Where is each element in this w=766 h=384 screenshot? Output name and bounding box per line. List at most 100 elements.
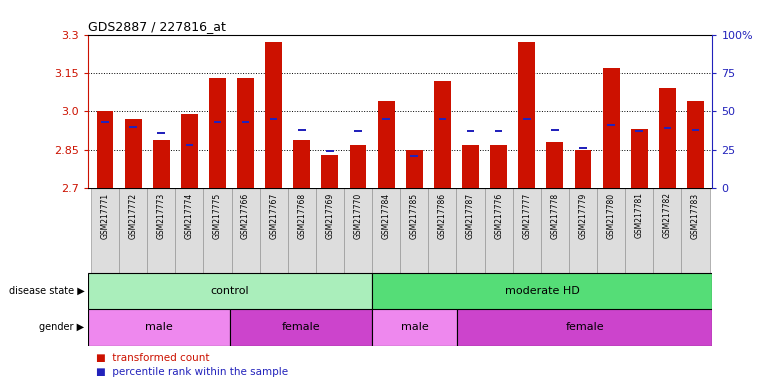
- Bar: [495, 130, 502, 132]
- Bar: [298, 129, 306, 131]
- Bar: [625, 188, 653, 273]
- Bar: [663, 127, 671, 129]
- Bar: [687, 101, 704, 188]
- Bar: [372, 188, 400, 273]
- Text: GSM217779: GSM217779: [578, 192, 588, 238]
- Bar: [288, 188, 316, 273]
- Bar: [316, 188, 344, 273]
- Text: GSM217785: GSM217785: [410, 192, 419, 238]
- Text: male: male: [146, 322, 173, 333]
- Bar: [270, 118, 277, 120]
- Text: GSM217767: GSM217767: [269, 192, 278, 238]
- Bar: [265, 42, 282, 188]
- Text: GSM217775: GSM217775: [213, 192, 222, 238]
- Bar: [428, 188, 457, 273]
- Text: GSM217777: GSM217777: [522, 192, 532, 238]
- Text: control: control: [211, 286, 249, 296]
- Text: GSM217770: GSM217770: [354, 192, 362, 238]
- Bar: [378, 101, 394, 188]
- Text: GSM217783: GSM217783: [691, 192, 700, 238]
- Bar: [242, 121, 250, 123]
- Bar: [204, 188, 231, 273]
- Bar: [462, 145, 479, 188]
- Text: GSM217781: GSM217781: [635, 192, 643, 238]
- Bar: [209, 78, 226, 188]
- Bar: [119, 188, 147, 273]
- Bar: [406, 150, 423, 188]
- Bar: [88, 309, 230, 346]
- Bar: [181, 114, 198, 188]
- Text: GSM217769: GSM217769: [326, 192, 335, 238]
- Bar: [574, 150, 591, 188]
- Bar: [326, 150, 334, 152]
- Bar: [382, 118, 390, 120]
- Bar: [231, 188, 260, 273]
- Bar: [260, 188, 288, 273]
- Bar: [88, 273, 372, 309]
- Bar: [597, 188, 625, 273]
- Text: GSM217787: GSM217787: [466, 192, 475, 238]
- Text: gender ▶: gender ▶: [39, 322, 84, 333]
- Text: GSM217766: GSM217766: [241, 192, 250, 238]
- Bar: [400, 188, 428, 273]
- Bar: [214, 121, 221, 123]
- Bar: [603, 68, 620, 188]
- Text: GSM217772: GSM217772: [129, 192, 138, 238]
- Bar: [129, 126, 137, 128]
- Bar: [631, 129, 648, 188]
- Text: GSM217782: GSM217782: [663, 192, 672, 238]
- Bar: [157, 132, 165, 134]
- Bar: [372, 309, 457, 346]
- Text: GSM217771: GSM217771: [100, 192, 110, 238]
- Bar: [546, 142, 563, 188]
- Bar: [152, 139, 169, 188]
- Bar: [175, 188, 204, 273]
- Text: GSM217774: GSM217774: [185, 192, 194, 238]
- Bar: [237, 78, 254, 188]
- Text: GSM217784: GSM217784: [381, 192, 391, 238]
- Bar: [519, 42, 535, 188]
- Bar: [91, 188, 119, 273]
- Bar: [523, 118, 531, 120]
- Text: GSM217773: GSM217773: [157, 192, 165, 238]
- Bar: [101, 121, 109, 123]
- Bar: [659, 88, 676, 188]
- Bar: [607, 124, 615, 126]
- Bar: [457, 309, 712, 346]
- Bar: [485, 188, 512, 273]
- Bar: [434, 81, 451, 188]
- Bar: [512, 188, 541, 273]
- Text: ■  percentile rank within the sample: ■ percentile rank within the sample: [96, 366, 288, 377]
- Bar: [466, 130, 474, 132]
- Bar: [185, 144, 193, 146]
- Text: female: female: [565, 322, 604, 333]
- Bar: [97, 111, 113, 188]
- Text: female: female: [282, 322, 320, 333]
- Text: GSM217786: GSM217786: [438, 192, 447, 238]
- Bar: [344, 188, 372, 273]
- Bar: [541, 188, 569, 273]
- Bar: [372, 273, 712, 309]
- Bar: [147, 188, 175, 273]
- Bar: [230, 309, 372, 346]
- Bar: [293, 139, 310, 188]
- Bar: [457, 188, 485, 273]
- Text: GSM217778: GSM217778: [551, 192, 559, 238]
- Bar: [349, 145, 366, 188]
- Bar: [569, 188, 597, 273]
- Text: GSM217776: GSM217776: [494, 192, 503, 238]
- Bar: [411, 155, 418, 157]
- Text: ■  transformed count: ■ transformed count: [96, 353, 209, 363]
- Text: GDS2887 / 227816_at: GDS2887 / 227816_at: [88, 20, 226, 33]
- Bar: [125, 119, 142, 188]
- Bar: [653, 188, 682, 273]
- Text: disease state ▶: disease state ▶: [8, 286, 84, 296]
- Bar: [682, 188, 709, 273]
- Bar: [354, 130, 362, 132]
- Text: moderate HD: moderate HD: [505, 286, 580, 296]
- Bar: [692, 129, 699, 131]
- Bar: [439, 118, 447, 120]
- Bar: [490, 145, 507, 188]
- Bar: [551, 129, 558, 131]
- Bar: [636, 130, 643, 132]
